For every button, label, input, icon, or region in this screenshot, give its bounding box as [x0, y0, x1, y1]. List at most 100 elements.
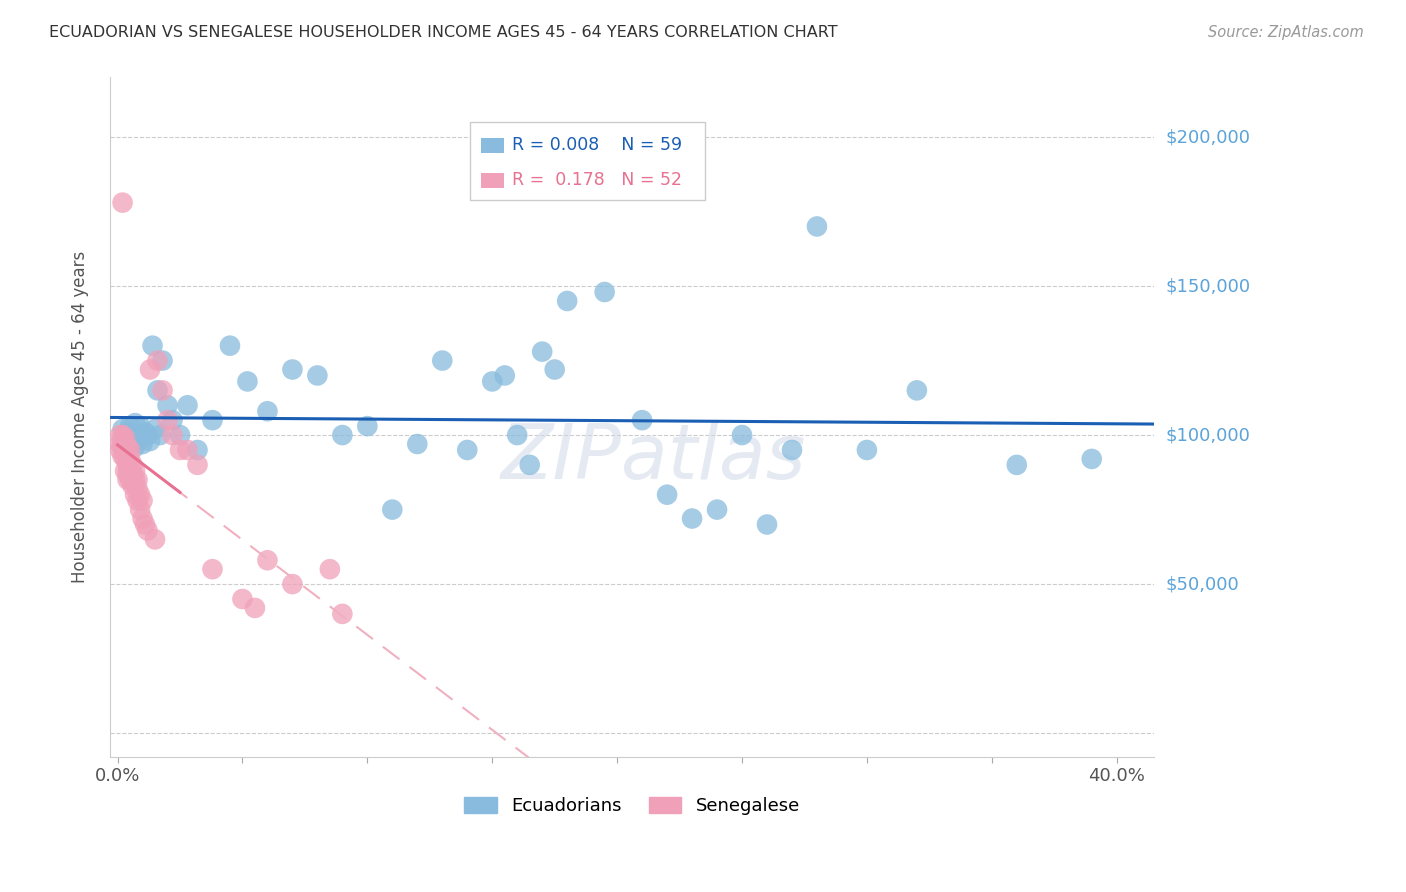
Point [127, 434, 149, 448]
Point [494, 368, 516, 383]
Text: ECUADORIAN VS SENEGALESE HOUSEHOLDER INCOME AGES 45 - 64 YEARS CORRELATION CHART: ECUADORIAN VS SENEGALESE HOUSEHOLDER INC… [49, 25, 838, 40]
Point [806, 219, 828, 234]
Point [156, 398, 179, 412]
Point [120, 419, 142, 434]
Point [231, 592, 253, 607]
Point [236, 375, 259, 389]
Point [124, 473, 146, 487]
Point [219, 339, 242, 353]
Point [481, 375, 503, 389]
Point [108, 428, 131, 442]
Point [356, 419, 378, 434]
Point [593, 285, 616, 299]
Point [120, 442, 142, 457]
Point [127, 482, 149, 496]
Point [731, 428, 754, 442]
Point [169, 442, 191, 457]
Text: R = 0.008    N = 59: R = 0.008 N = 59 [512, 136, 682, 154]
Point [134, 425, 156, 439]
Point [143, 533, 166, 547]
Text: $50,000: $50,000 [1166, 575, 1239, 593]
Point [114, 431, 136, 445]
Point [1080, 451, 1102, 466]
FancyBboxPatch shape [470, 121, 706, 200]
Legend: Ecuadorians, Senegalese: Ecuadorians, Senegalese [457, 790, 807, 822]
Point [519, 458, 541, 472]
Point [121, 428, 143, 442]
Point [114, 464, 136, 478]
Point [201, 413, 224, 427]
FancyBboxPatch shape [481, 137, 503, 153]
Point [114, 451, 136, 466]
Point [117, 458, 139, 472]
Point [121, 437, 143, 451]
Point [143, 422, 166, 436]
Point [681, 511, 703, 525]
Point [117, 473, 139, 487]
Point [655, 488, 678, 502]
Point [406, 437, 429, 451]
Point [139, 434, 162, 448]
Point [111, 434, 134, 448]
Point [120, 451, 142, 466]
Point [117, 467, 139, 481]
Point [905, 384, 928, 398]
Point [281, 362, 304, 376]
Point [162, 413, 184, 427]
Point [156, 413, 179, 427]
Point [131, 493, 153, 508]
Point [176, 398, 198, 412]
Point [111, 449, 134, 463]
Point [114, 442, 136, 457]
Point [120, 431, 142, 445]
Point [131, 431, 153, 445]
Point [146, 384, 169, 398]
Point [124, 488, 146, 502]
Y-axis label: Householder Income Ages 45 - 64 years: Householder Income Ages 45 - 64 years [72, 251, 89, 583]
FancyBboxPatch shape [481, 173, 503, 187]
Point [149, 428, 172, 442]
Point [706, 502, 728, 516]
Point [124, 440, 146, 454]
Point [117, 425, 139, 439]
Point [114, 434, 136, 448]
Point [432, 353, 454, 368]
Text: $150,000: $150,000 [1166, 277, 1250, 295]
Point [856, 442, 879, 457]
Point [756, 517, 779, 532]
Point [129, 488, 152, 502]
Point [120, 473, 142, 487]
Point [139, 362, 162, 376]
Point [162, 428, 184, 442]
Point [319, 562, 342, 576]
Point [146, 353, 169, 368]
Point [131, 437, 153, 451]
Point [176, 442, 198, 457]
Point [555, 293, 578, 308]
Point [127, 428, 149, 442]
Point [129, 419, 152, 434]
Point [111, 422, 134, 436]
Point [186, 442, 208, 457]
Point [111, 428, 134, 442]
Point [544, 362, 567, 376]
Point [136, 428, 159, 442]
Point [124, 464, 146, 478]
Point [281, 577, 304, 591]
Point [127, 493, 149, 508]
Point [136, 524, 159, 538]
Point [121, 458, 143, 472]
Point [111, 440, 134, 454]
Text: R =  0.178   N = 52: R = 0.178 N = 52 [512, 171, 682, 189]
Point [131, 511, 153, 525]
Point [332, 428, 354, 442]
Point [152, 353, 174, 368]
Point [169, 428, 191, 442]
Point [108, 437, 131, 451]
Point [141, 339, 163, 353]
Point [121, 479, 143, 493]
Point [307, 368, 329, 383]
Point [381, 502, 404, 516]
Point [531, 344, 554, 359]
Point [1005, 458, 1028, 472]
